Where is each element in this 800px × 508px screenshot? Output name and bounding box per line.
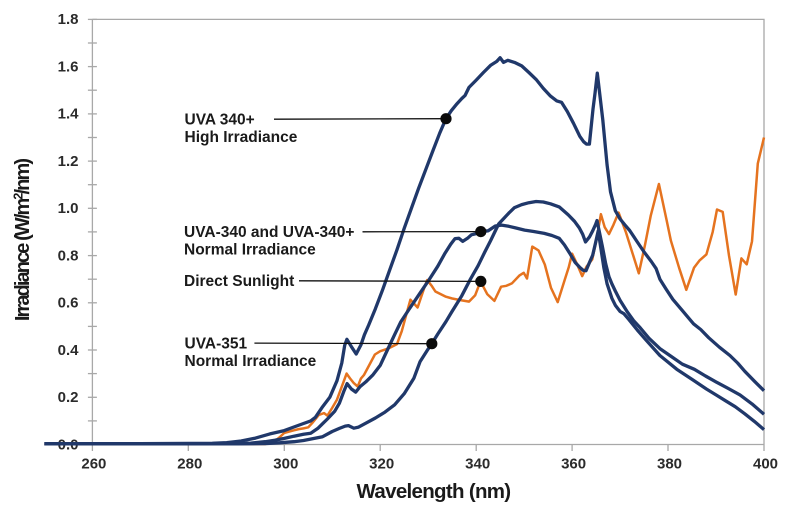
svg-text:0.6: 0.6 [58,295,79,312]
svg-text:400: 400 [753,456,778,473]
svg-text:1.6: 1.6 [58,58,79,75]
svg-text:340: 340 [465,456,490,473]
svg-text:Direct Sunlight: Direct Sunlight [184,273,294,290]
svg-text:1.4: 1.4 [58,106,80,123]
svg-text:1.2: 1.2 [58,153,79,170]
svg-text:300: 300 [273,456,298,473]
svg-text:High Irradiance: High Irradiance [185,129,298,146]
svg-text:Normal Irradiance: Normal Irradiance [184,242,316,259]
svg-text:280: 280 [177,456,202,473]
svg-text:UVA-351: UVA-351 [185,335,248,352]
svg-text:UVA-340 and UVA-340+: UVA-340 and UVA-340+ [184,224,354,241]
svg-text:0.8: 0.8 [58,247,79,264]
svg-text:1.8: 1.8 [58,11,79,28]
svg-text:0.4: 0.4 [58,342,80,359]
svg-text:Normal Irradiance: Normal Irradiance [185,353,317,370]
svg-text:260: 260 [81,456,106,473]
svg-text:0.2: 0.2 [58,389,79,406]
svg-text:320: 320 [369,456,394,473]
svg-text:360: 360 [561,456,586,473]
svg-text:Wavelength (nm): Wavelength (nm) [357,480,511,503]
svg-text:UVA 340+: UVA 340+ [185,111,255,128]
svg-text:1.0: 1.0 [58,200,79,217]
svg-text:Irradiance (W/m2/nm): Irradiance (W/m2/nm) [12,159,35,321]
svg-text:380: 380 [657,456,682,473]
